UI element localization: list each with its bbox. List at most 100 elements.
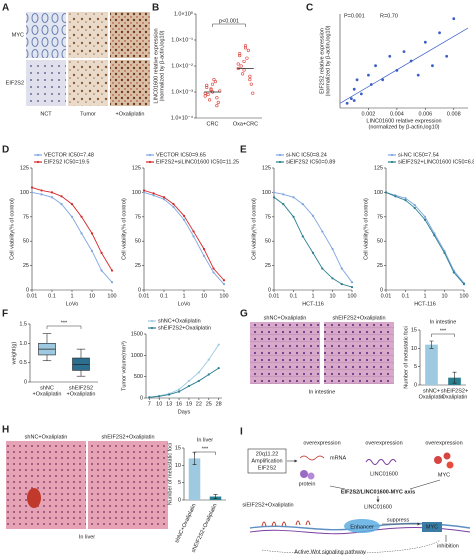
data-point <box>311 214 315 217</box>
x-axis-label: HCT-116 <box>414 301 436 307</box>
data-point <box>240 72 245 76</box>
data-point <box>331 247 334 251</box>
x-tick-label: 22 <box>196 401 202 407</box>
bound-complexes <box>261 520 311 527</box>
x-tick-label: 25 <box>206 401 212 407</box>
data-point <box>202 247 206 251</box>
data-point <box>311 251 315 255</box>
diagram-label: inhibition <box>437 543 459 549</box>
y-tick-label: 1.0×10⁰ <box>174 10 194 17</box>
y-axis-label: Cell viability(% of control) <box>9 198 15 260</box>
data-point <box>374 64 377 68</box>
y-axis-label: (normalized by β-actin,log10) <box>325 25 331 96</box>
y-tick-label: 5 <box>414 364 417 370</box>
y-tick-label: 0 <box>268 287 271 293</box>
legend-label: shEIF2S2+Oxaliplatin <box>158 325 211 331</box>
y-tick-label: 0 <box>138 287 141 293</box>
diagram-label: protein <box>299 481 316 487</box>
bar <box>425 344 438 385</box>
lncrna-strand <box>365 459 397 465</box>
data-point <box>50 196 54 199</box>
data-point <box>462 283 466 286</box>
legend-label: siEIF2S2 IC50=0.89 <box>286 159 335 165</box>
data-point <box>70 215 74 218</box>
diagram-label: overexpression <box>303 440 340 446</box>
data-point <box>243 46 248 50</box>
data-point <box>352 99 356 102</box>
data-point <box>331 277 334 280</box>
data-point <box>40 189 43 192</box>
diagram-label: LINC01600 <box>370 471 398 477</box>
data-point <box>70 203 74 206</box>
image-label: shEIF2S2+Oxaliplatin <box>101 434 154 440</box>
data-point <box>349 97 353 100</box>
legend-marker <box>36 160 40 164</box>
data-point <box>182 214 186 217</box>
y-tick-label: 0 <box>24 379 27 385</box>
data-point <box>301 235 304 238</box>
data-point <box>355 78 359 82</box>
data-point <box>445 54 449 58</box>
data-point <box>222 283 226 286</box>
chart-title: In intestine <box>430 319 457 325</box>
legend-marker <box>390 160 394 164</box>
legend-marker <box>278 160 282 164</box>
data-point <box>177 388 181 391</box>
data-point <box>90 232 94 235</box>
annotation: *** <box>440 328 447 334</box>
legend-marker <box>150 319 154 323</box>
data-point <box>205 85 209 90</box>
y-tick-label: 25 <box>23 263 29 269</box>
legend-label: si-NC IC50=8.24 <box>286 152 327 158</box>
x-tick-label: 0.1 <box>160 293 168 299</box>
amplification-box <box>247 448 287 474</box>
y-axis-label: Number of metastatic foci <box>403 326 409 388</box>
data-point <box>152 194 155 197</box>
histology-image <box>26 12 66 58</box>
x-tick-label: 1 <box>182 293 185 299</box>
data-point <box>197 379 200 383</box>
x-axis-label: HCT-116 <box>302 301 324 307</box>
y-tick-label: 1.0×10⁻³ <box>171 89 193 95</box>
bar <box>188 458 201 500</box>
trend-line <box>339 27 469 104</box>
y-tick-label: 125 <box>262 165 271 171</box>
data-point <box>246 48 251 52</box>
data-point <box>207 373 210 376</box>
data-point <box>404 197 407 200</box>
legend-marker <box>148 153 152 157</box>
x-tick-label: Oxaliplatin <box>442 394 468 400</box>
y-tick-label: 50 <box>23 239 29 245</box>
data-point <box>384 191 388 194</box>
y-tick-label: 0.5 <box>19 360 27 366</box>
y-tick-label: 0 <box>26 287 29 293</box>
y-tick-label: 75 <box>265 214 271 220</box>
histology-image <box>68 12 108 58</box>
x-tick-label: 100 <box>107 293 116 299</box>
panel-letter: H <box>2 425 9 436</box>
data-point <box>222 279 226 282</box>
error-bar <box>213 494 218 499</box>
x-tick-label: 100 <box>459 293 468 299</box>
annotation: *** <box>61 320 68 326</box>
data-point <box>217 367 220 370</box>
y-tick-label: 1500 <box>131 331 143 337</box>
y-tick-label: 100 <box>374 190 383 196</box>
y-tick-label: 50 <box>377 239 383 245</box>
data-point <box>142 189 146 192</box>
image-label: shEIF2S2+Oxaliplatin <box>332 315 385 321</box>
data-point <box>443 251 446 255</box>
legend-label: si-NC IC50=7.54 <box>398 152 439 158</box>
data-point <box>292 196 295 199</box>
x-tick-label: 16 <box>176 401 182 407</box>
y-tick-label: 75 <box>135 214 141 220</box>
legend-marker <box>148 160 152 164</box>
legend-label: VECTOR IC50=9.65 <box>156 152 206 158</box>
x-tick-label: 0.01 <box>269 293 280 299</box>
data-point <box>162 196 166 199</box>
y-tick-label: 0 <box>380 287 383 293</box>
y-tick-label: 25 <box>377 263 383 269</box>
error-bar <box>429 340 434 349</box>
data-point <box>321 267 324 270</box>
data-point <box>245 56 249 60</box>
